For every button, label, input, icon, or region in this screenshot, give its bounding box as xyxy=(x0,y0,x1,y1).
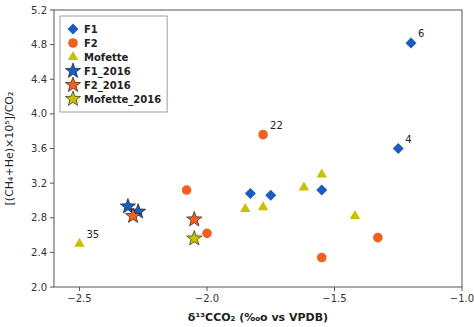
legend-label: Mofette xyxy=(84,52,129,63)
legend-marker xyxy=(68,24,79,35)
legend-label: Mofette_2016 xyxy=(84,94,161,106)
legend-label: F1 xyxy=(84,24,98,35)
point xyxy=(299,181,309,190)
x-axis-label: δ¹³CCO₂ (‰o vs VPDB) xyxy=(188,311,328,324)
legend-label: F2_2016 xyxy=(84,80,131,92)
y-tick xyxy=(50,183,54,184)
y-tick xyxy=(50,287,54,288)
legend-marker xyxy=(68,38,78,48)
y-tick xyxy=(50,148,54,149)
legend-marker xyxy=(68,51,78,60)
y-tick xyxy=(50,113,54,114)
chart: −2.5 −2.0 −1.5 −1.0 2.0 2.4 2.8 3.2 3.6 4.0 4.4 4.8… xyxy=(0,0,474,327)
x-tick xyxy=(79,287,80,291)
point xyxy=(187,231,202,245)
y-tick xyxy=(50,44,54,45)
x-tick xyxy=(462,287,463,291)
series xyxy=(182,130,383,263)
point xyxy=(258,130,268,140)
point xyxy=(240,203,250,212)
x-tick xyxy=(334,287,335,291)
y-tick-label: 4.0 xyxy=(31,108,47,119)
point xyxy=(350,210,360,219)
y-tick-label: 2.8 xyxy=(31,212,47,223)
annotation: 4 xyxy=(405,134,411,145)
y-tick xyxy=(50,217,54,218)
legend-marker xyxy=(65,77,80,91)
series xyxy=(187,231,202,245)
series xyxy=(125,208,201,226)
annotation: 22 xyxy=(270,120,283,131)
legend: F1 F2 Mofette F1_2016 F2_2016 Mofette_2016 xyxy=(60,16,167,112)
series xyxy=(74,168,360,246)
x-tick xyxy=(207,287,208,291)
legend-label: F2 xyxy=(84,38,98,49)
legend-label: F1_2016 xyxy=(84,66,131,78)
y-tick-label: 5.2 xyxy=(31,5,47,16)
points xyxy=(74,37,416,262)
x-tick-label: −1.0 xyxy=(450,293,474,304)
y-tick xyxy=(50,79,54,80)
legend-box xyxy=(60,16,167,112)
point xyxy=(316,185,327,196)
annotation: 35 xyxy=(87,229,100,240)
y-axis: 2.0 2.4 2.8 3.2 3.6 4.0 4.4 4.8 5.2 xyxy=(31,5,54,293)
legend-marker xyxy=(65,91,80,105)
x-axis: −2.5 −2.0 −1.5 −1.0 xyxy=(67,287,474,304)
series xyxy=(245,37,417,200)
y-tick xyxy=(50,10,54,11)
point xyxy=(202,229,212,239)
x-tick-label: −2.5 xyxy=(67,293,91,304)
point xyxy=(317,253,327,263)
y-tick-label: 4.8 xyxy=(31,39,47,50)
y-tick-label: 2.4 xyxy=(31,247,47,258)
y-axis-label: [(CH₄+He)×10⁵]/CO₂ xyxy=(3,92,16,206)
point xyxy=(74,238,84,247)
point xyxy=(265,190,276,201)
point xyxy=(187,211,202,225)
point xyxy=(125,208,140,222)
plot-frame xyxy=(54,10,462,287)
y-tick-label: 2.0 xyxy=(31,282,47,293)
annotation: 6 xyxy=(418,28,424,39)
y-tick-label: 4.4 xyxy=(31,74,47,85)
point xyxy=(373,233,383,243)
point xyxy=(245,188,256,199)
x-tick-label: −1.5 xyxy=(322,293,346,304)
point xyxy=(406,37,417,48)
point xyxy=(393,143,404,154)
x-tick-label: −2.0 xyxy=(195,293,219,304)
legend-marker xyxy=(65,63,80,77)
y-tick xyxy=(50,252,54,253)
point xyxy=(258,201,268,210)
point xyxy=(182,185,192,195)
y-tick-label: 3.6 xyxy=(31,143,47,154)
y-tick-label: 3.2 xyxy=(31,178,47,189)
point xyxy=(317,168,327,177)
